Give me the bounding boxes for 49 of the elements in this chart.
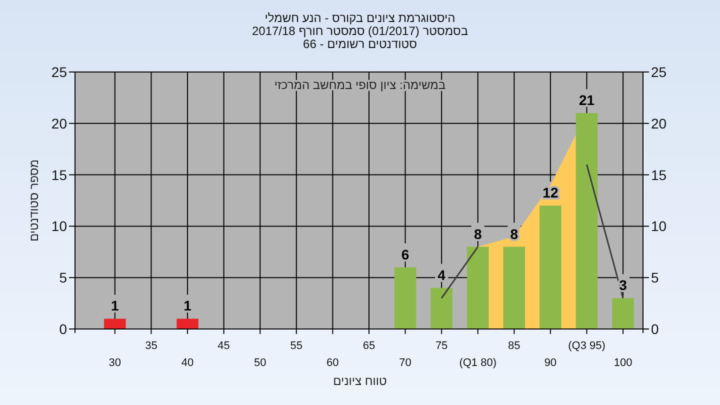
x-tick-label: 85 bbox=[508, 340, 520, 352]
x-tick-label: 90 bbox=[544, 357, 557, 369]
y-axis-title: מספר סטודנטים bbox=[27, 159, 41, 242]
x-tick-label: 30 bbox=[108, 357, 122, 369]
y2-tick-label: 15 bbox=[651, 166, 667, 183]
x-tick-label: (Q1 80) bbox=[459, 357, 497, 369]
data-label: 4 bbox=[438, 266, 446, 283]
chart-title: היסטוגרמת ציונים בקורס - הנע חשמלי bbox=[264, 11, 456, 25]
x-tick-label: 65 bbox=[362, 340, 376, 352]
data-label: 3 bbox=[619, 277, 628, 294]
y-tick-label: 5 bbox=[59, 270, 68, 286]
x-tick-label: 35 bbox=[145, 340, 158, 352]
bar bbox=[104, 318, 126, 329]
x-tick-label: 40 bbox=[181, 357, 194, 369]
x-tick-label: (Q3 95) bbox=[568, 340, 606, 352]
chart-subtitle: בסמסטר (01/2017) סמסטר חורף 2017/18 סטודנטים רשומים - 66 bbox=[252, 24, 468, 51]
y-tick-label: 10 bbox=[51, 218, 68, 234]
y2-tick-label: 0 bbox=[651, 321, 659, 337]
y-tick-label: 0 bbox=[59, 321, 68, 337]
x-tick-label: 100 bbox=[614, 357, 632, 369]
x-tick-label: 45 bbox=[218, 340, 230, 352]
bar bbox=[466, 246, 489, 329]
bar bbox=[612, 298, 634, 329]
y-tick-label: 25 bbox=[51, 64, 68, 80]
y-tick-label: 15 bbox=[51, 166, 68, 183]
bar bbox=[176, 318, 198, 329]
bar bbox=[540, 206, 562, 329]
bar bbox=[503, 246, 526, 329]
bar bbox=[430, 288, 452, 329]
bar bbox=[576, 113, 598, 329]
x-tick-label: 70 bbox=[399, 357, 412, 369]
x-axis-title: טווח ציונים bbox=[333, 374, 388, 388]
data-label: 21 bbox=[578, 92, 595, 108]
x-tick-label: 60 bbox=[326, 357, 339, 369]
y-tick-label: 20 bbox=[51, 115, 68, 132]
y2-tick-label: 5 bbox=[651, 270, 659, 286]
data-label: 12 bbox=[542, 184, 558, 201]
data-label: 8 bbox=[474, 226, 482, 242]
data-label: 6 bbox=[401, 246, 410, 262]
y2-tick-label: 20 bbox=[651, 115, 667, 132]
data-label: 1 bbox=[111, 298, 120, 314]
y2-tick-label: 10 bbox=[651, 218, 667, 234]
bar bbox=[394, 267, 416, 329]
data-label: 1 bbox=[184, 298, 192, 314]
x-tick-label: 75 bbox=[435, 340, 448, 352]
x-tick-label: 50 bbox=[254, 357, 266, 369]
y2-tick-label: 25 bbox=[651, 64, 667, 80]
x-tick-label: 55 bbox=[290, 340, 303, 352]
data-label: 8 bbox=[510, 226, 518, 242]
